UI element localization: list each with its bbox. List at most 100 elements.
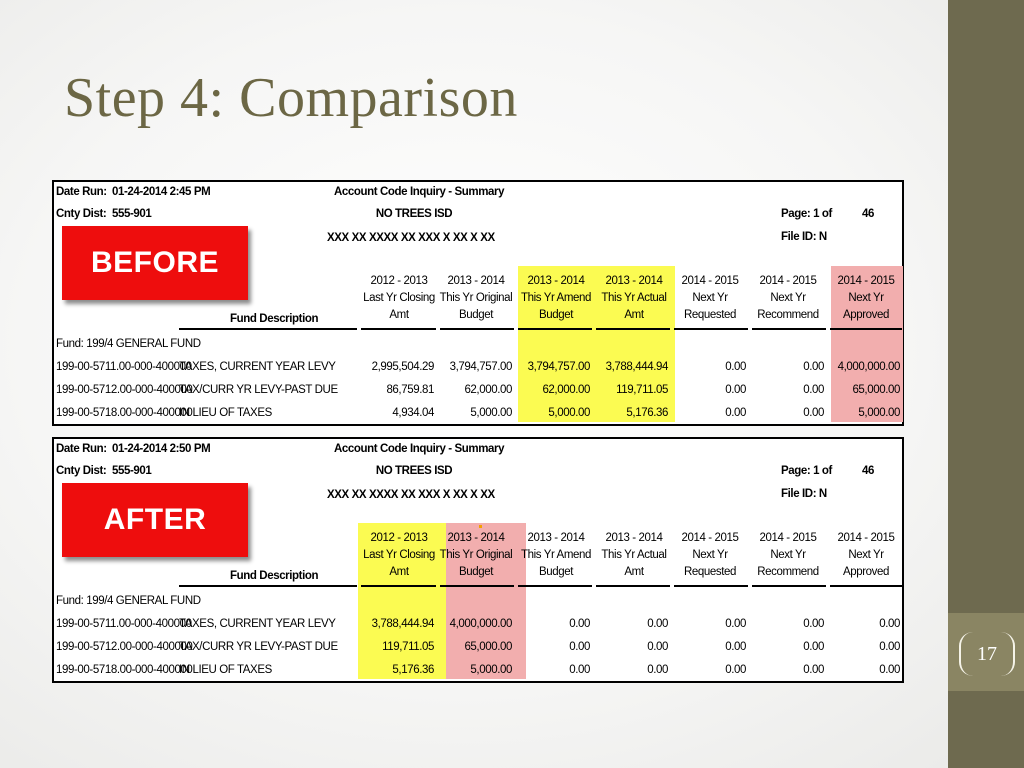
table-cell: 0.00: [879, 618, 900, 630]
table-cell: 0.00: [879, 664, 900, 676]
table-cell: 5,000.00: [858, 407, 900, 419]
date-run-label: Date Run:: [56, 443, 107, 455]
page-label: Page: 1 of: [781, 465, 832, 477]
table-cell: 0.00: [647, 664, 668, 676]
table-cell: 62,000.00: [542, 384, 590, 396]
cnty-dist-label: Cnty Dist:: [56, 208, 107, 220]
highlight-last-yr-closing: [358, 523, 446, 679]
date-run-label: Date Run:: [56, 186, 107, 198]
header-underline: [752, 585, 826, 587]
report-title: Account Code Inquiry - Summary: [334, 186, 505, 198]
table-cell: 0.00: [879, 641, 900, 653]
table-row-code: 199-00-5718.00-000-400000: [56, 664, 193, 676]
report-after: Date Run: 01-24-2014 2:50 PM Cnty Dist: …: [52, 437, 904, 683]
col-header-next-yr-recommend: 2014 - 2015 Next Yr Recommend: [757, 532, 819, 578]
table-cell: 5,000.00: [470, 407, 512, 419]
col-header-next-yr-requested: 2014 - 2015 Next Yr Requested: [681, 532, 739, 578]
before-badge: BEFORE: [62, 226, 248, 300]
page-total: 46: [862, 465, 874, 477]
table-cell: 65,000.00: [464, 641, 512, 653]
col-header-this-yr-amend: 2013 - 2014 This Yr Amend Budget: [520, 532, 591, 578]
table-cell: 0.00: [725, 407, 746, 419]
col-header-this-yr-amend: 2013 - 2014 This Yr Amend Budget: [520, 275, 591, 321]
header-underline: [830, 328, 902, 330]
col-header-next-yr-approved: 2014 - 2015 Next Yr Approved: [837, 532, 895, 578]
table-row-desc: TAXES, CURRENT YEAR LEVY: [179, 618, 336, 630]
col-header-last-yr-closing: 2012 - 2013 Last Yr Closing Amt: [363, 275, 435, 321]
header-underline: [674, 585, 748, 587]
header-underline: [752, 328, 826, 330]
district-name: NO TREES ISD: [375, 465, 453, 477]
report-before: Date Run: 01-24-2014 2:45 PM Cnty Dist: …: [52, 180, 904, 426]
table-cell: 0.00: [569, 618, 590, 630]
header-underline: [596, 585, 670, 587]
table-row-desc: IN LIEU OF TAXES: [179, 664, 272, 676]
cnty-dist-value: 555-901: [112, 465, 152, 477]
table-cell: 65,000.00: [852, 384, 900, 396]
page-number: 17: [959, 632, 1015, 676]
col-header-this-yr-original: 2013 - 2014 This Yr Original Budget: [439, 532, 513, 578]
table-cell: 0.00: [803, 361, 824, 373]
page-label: Page: 1 of: [781, 208, 832, 220]
slide-title: Step 4: Comparison: [64, 67, 518, 129]
table-row-desc: TAX/CURR YR LEVY-PAST DUE: [179, 641, 338, 653]
table-cell: 4,000,000.00: [449, 618, 513, 630]
table-cell: 119,711.05: [382, 641, 434, 653]
table-cell: 0.00: [647, 618, 668, 630]
table-cell: 0.00: [569, 664, 590, 676]
table-cell: 0.00: [647, 641, 668, 653]
table-cell: 5,000.00: [470, 664, 512, 676]
cnty-dist-label: Cnty Dist:: [56, 465, 107, 477]
table-cell: 3,794,757.00: [527, 361, 591, 373]
table-cell: 0.00: [725, 618, 746, 630]
table-row-code: 199-00-5712.00-000-400000: [56, 384, 193, 396]
table-row-desc: IN LIEU OF TAXES: [179, 407, 272, 419]
header-underline: [518, 328, 592, 330]
table-cell: 5,176.36: [626, 407, 668, 419]
page-total: 46: [862, 208, 874, 220]
table-row-code: 199-00-5711.00-000-400000: [56, 618, 192, 630]
table-cell: 3,794,757.00: [449, 361, 513, 373]
after-badge: AFTER: [62, 483, 248, 557]
highlight-amend-actual: [518, 266, 675, 422]
table-cell: 0.00: [725, 664, 746, 676]
table-cell: 0.00: [725, 384, 746, 396]
fund-description-header: Fund Description: [230, 313, 319, 325]
date-run-value: 01-24-2014 2:50 PM: [112, 443, 211, 455]
table-cell: 0.00: [803, 618, 824, 630]
fund-line: Fund: 199/4 GENERAL FUND: [56, 338, 201, 350]
table-cell: 5,176.36: [392, 664, 434, 676]
table-row-code: 199-00-5712.00-000-400000: [56, 641, 193, 653]
table-cell: 0.00: [803, 664, 824, 676]
header-underline: [440, 328, 514, 330]
highlight-approved: [831, 266, 903, 422]
file-id: File ID: N: [781, 488, 827, 500]
table-cell: 0.00: [803, 407, 824, 419]
header-underline: [179, 328, 357, 330]
district-name: NO TREES ISD: [375, 208, 453, 220]
table-cell: 62,000.00: [464, 384, 512, 396]
table-cell: 0.00: [725, 641, 746, 653]
cnty-dist-value: 555-901: [112, 208, 152, 220]
header-underline: [361, 328, 436, 330]
table-row-desc: TAXES, CURRENT YEAR LEVY: [179, 361, 336, 373]
table-row-code: 199-00-5718.00-000-400000: [56, 407, 193, 419]
table-cell: 3,788,444.94: [605, 361, 669, 373]
col-header-last-yr-closing: 2012 - 2013 Last Yr Closing Amt: [363, 532, 435, 578]
highlight-this-yr-original: [446, 523, 526, 679]
header-underline: [830, 585, 902, 587]
col-header-next-yr-requested: 2014 - 2015 Next Yr Requested: [681, 275, 739, 321]
account-mask: XXX XX XXXX XX XXX X XX X XX: [327, 489, 495, 501]
table-cell: 3,788,444.94: [371, 618, 435, 630]
fund-description-header: Fund Description: [230, 570, 319, 582]
col-header-this-yr-actual: 2013 - 2014 This Yr Actual Amt: [601, 532, 667, 578]
table-cell: 2,995,504.29: [371, 361, 435, 373]
header-underline: [361, 585, 436, 587]
header-underline: [518, 585, 592, 587]
table-cell: 0.00: [725, 361, 746, 373]
header-underline: [440, 585, 514, 587]
table-cell: 5,000.00: [548, 407, 590, 419]
fund-line: Fund: 199/4 GENERAL FUND: [56, 595, 201, 607]
col-header-next-yr-approved: 2014 - 2015 Next Yr Approved: [837, 275, 895, 321]
table-cell: 0.00: [803, 384, 824, 396]
